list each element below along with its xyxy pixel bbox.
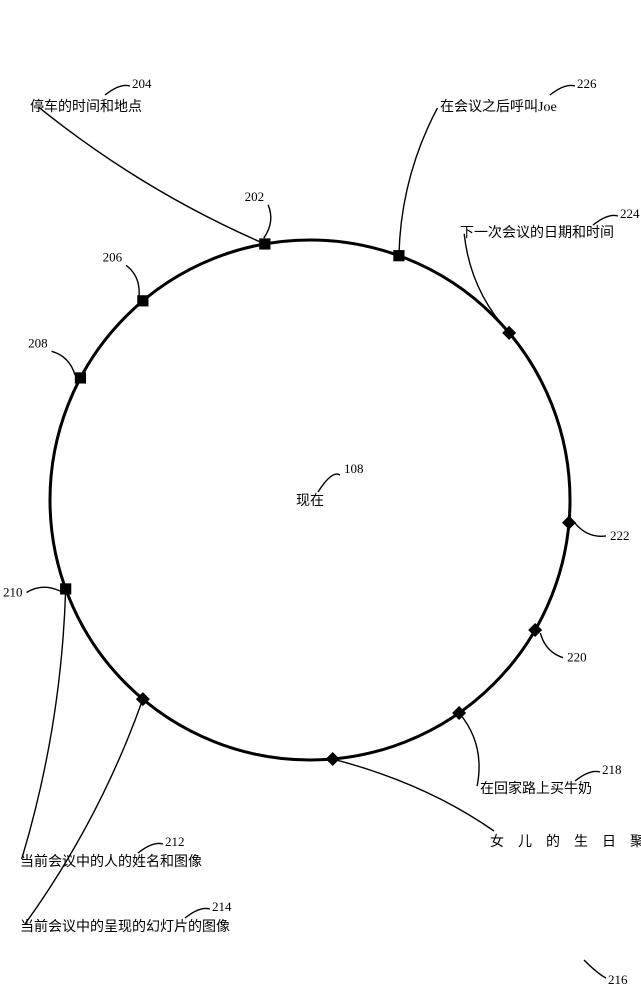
marker-m206 bbox=[137, 295, 148, 306]
marker-leader-m220 bbox=[540, 633, 563, 658]
marker-m208 bbox=[75, 372, 86, 383]
marker-ref-m222: 222 bbox=[610, 528, 630, 543]
center-label: 现在 bbox=[296, 493, 324, 509]
callout-refleader-c218 bbox=[575, 771, 600, 781]
marker-leader-m210 bbox=[27, 587, 60, 592]
callout-refleader-c214 bbox=[185, 908, 210, 918]
marker-m220 bbox=[528, 623, 542, 637]
callout-refleader-c216 bbox=[584, 960, 606, 978]
callout-leader-c214 bbox=[25, 699, 143, 924]
marker-ref-m202: 202 bbox=[245, 189, 265, 204]
center-leader bbox=[318, 474, 340, 492]
marker-leader-m206 bbox=[126, 265, 139, 296]
callout-leader-c212 bbox=[22, 589, 66, 859]
center-ref: 108 bbox=[344, 461, 364, 476]
marker-ref-m206: 206 bbox=[103, 249, 123, 264]
callout-leader-c226 bbox=[399, 108, 438, 256]
marker-leader-m222 bbox=[575, 523, 606, 536]
callout-leader-c218 bbox=[459, 713, 479, 786]
callout-refleader-c204 bbox=[105, 85, 130, 95]
marker-ref-m208: 208 bbox=[28, 335, 48, 350]
marker-leader-m202 bbox=[264, 205, 271, 238]
marker-ref-m210: 210 bbox=[3, 585, 23, 600]
callout-leader-c224 bbox=[464, 234, 509, 333]
callout-leader-c204 bbox=[39, 107, 265, 244]
marker-leader-m208 bbox=[52, 351, 76, 375]
marker-ref-m220: 220 bbox=[567, 650, 587, 665]
marker-m222 bbox=[562, 516, 576, 530]
marker-m216p bbox=[326, 752, 340, 766]
callout-refleader-c226 bbox=[550, 85, 575, 95]
callout-refleader-c224 bbox=[593, 215, 618, 225]
callout-refleader-c212 bbox=[138, 843, 163, 853]
callout-leader-c216 bbox=[333, 759, 494, 831]
